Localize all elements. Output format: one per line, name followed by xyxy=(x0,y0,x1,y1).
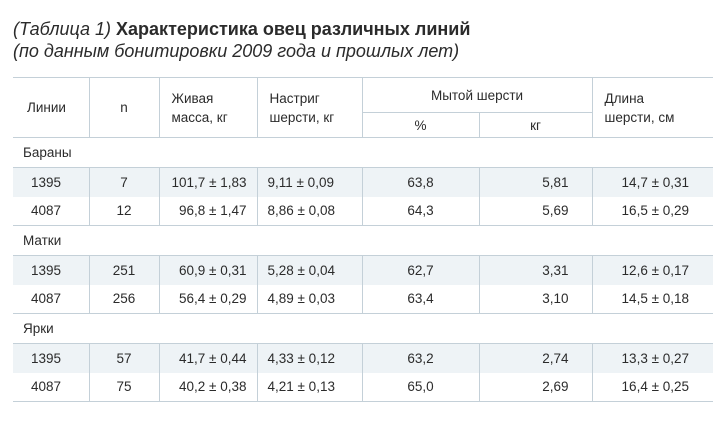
cell-wool-length: 12,6 ± 0,17 xyxy=(592,255,714,285)
cell-wool-length: 14,5 ± 0,18 xyxy=(592,284,714,314)
cell-washed-percent: 63,2 xyxy=(362,343,480,373)
cell-live-weight: 40,2 ± 0,38 xyxy=(159,372,258,402)
cell-line: 1395 xyxy=(13,167,90,197)
cell-wool-length: 16,4 ± 0,25 xyxy=(592,372,714,402)
group-row: Бараны xyxy=(13,137,714,168)
cell-live-weight: 56,4 ± 0,29 xyxy=(159,284,258,314)
table-title: (Таблица 1) Характеристика овец различны… xyxy=(13,18,470,40)
table-row: 4087 256 56,4 ± 0,29 4,89 ± 0,03 63,4 3,10 14,… xyxy=(13,284,714,314)
cell-live-weight: 96,8 ± 1,47 xyxy=(159,196,258,226)
header-row: Линии n Живая масса, кг Настриг шерсти, … xyxy=(13,77,714,138)
table-row: 1395 57 41,7 ± 0,44 4,33 ± 0,12 63,2 2,74 13,3… xyxy=(13,343,714,373)
cell-wool-clip: 4,89 ± 0,03 xyxy=(257,284,363,314)
col-header-n: n xyxy=(89,77,160,138)
cell-washed-kg: 3,31 xyxy=(479,255,593,285)
cell-washed-kg: 5,69 xyxy=(479,196,593,226)
table-number: (Таблица 1) xyxy=(13,19,112,39)
group-label: Матки xyxy=(13,225,714,256)
group-row: Матки xyxy=(13,225,714,256)
table-body: Бараны 1395 7 101,7 ± 1,83 9,11 ± 0,09 63,8 5,… xyxy=(13,137,714,402)
col-header-percent: % xyxy=(362,112,480,138)
cell-line: 1395 xyxy=(13,255,90,285)
table-subtitle: (по данным бонитировки 2009 года и прошл… xyxy=(13,41,460,61)
cell-line: 4087 xyxy=(13,196,90,226)
cell-line: 4087 xyxy=(13,372,90,402)
cell-washed-percent: 63,4 xyxy=(362,284,480,314)
col-header-live-weight: Живая масса, кг xyxy=(159,77,258,138)
cell-n: 256 xyxy=(89,284,160,314)
subheader-row: % кг xyxy=(13,112,713,138)
cell-washed-kg: 3,10 xyxy=(479,284,593,314)
cell-wool-clip: 5,28 ± 0,04 xyxy=(257,255,363,285)
cell-washed-percent: 65,0 xyxy=(362,372,480,402)
wool-clip-line2: шерсти, кг xyxy=(269,109,335,125)
cell-n: 57 xyxy=(89,343,160,373)
table-caption: Характеристика овец различных линий xyxy=(116,19,471,39)
live-weight-line1: Живая xyxy=(171,90,214,106)
table-row: 4087 75 40,2 ± 0,38 4,21 ± 0,13 65,0 2,69 16,4… xyxy=(13,372,714,402)
cell-washed-kg: 2,74 xyxy=(479,343,593,373)
table-row: 1395 251 60,9 ± 0,31 5,28 ± 0,04 62,7 3,31 12,… xyxy=(13,255,714,285)
cell-n: 7 xyxy=(89,167,160,197)
cell-line: 4087 xyxy=(13,284,90,314)
cell-washed-percent: 62,7 xyxy=(362,255,480,285)
cell-wool-clip: 4,21 ± 0,13 xyxy=(257,372,363,402)
cell-washed-percent: 63,8 xyxy=(362,167,480,197)
col-header-kg: кг xyxy=(479,112,593,138)
table-row: 4087 12 96,8 ± 1,47 8,86 ± 0,08 64,3 5,69 16,5… xyxy=(13,196,714,226)
cell-washed-kg: 2,69 xyxy=(479,372,593,402)
cell-wool-clip: 9,11 ± 0,09 xyxy=(257,167,363,197)
group-row: Ярки xyxy=(13,313,714,344)
cell-wool-clip: 4,33 ± 0,12 xyxy=(257,343,363,373)
cell-washed-kg: 5,81 xyxy=(479,167,593,197)
cell-live-weight: 101,7 ± 1,83 xyxy=(159,167,258,197)
cell-wool-length: 13,3 ± 0,27 xyxy=(592,343,714,373)
cell-live-weight: 60,9 ± 0,31 xyxy=(159,255,258,285)
group-label: Ярки xyxy=(13,313,714,344)
wool-clip-line1: Настриг xyxy=(269,90,320,106)
cell-n: 251 xyxy=(89,255,160,285)
wool-length-line2: шерсти, см xyxy=(604,109,675,125)
cell-n: 75 xyxy=(89,372,160,402)
cell-live-weight: 41,7 ± 0,44 xyxy=(159,343,258,373)
table-row: 1395 7 101,7 ± 1,83 9,11 ± 0,09 63,8 5,81 14,7… xyxy=(13,167,714,197)
cell-washed-percent: 64,3 xyxy=(362,196,480,226)
col-header-wool-clip: Настриг шерсти, кг xyxy=(257,77,363,138)
col-header-washed-wool: Мытой шерсти xyxy=(362,77,593,113)
col-header-lines: Линии xyxy=(13,77,90,138)
live-weight-line2: масса, кг xyxy=(171,109,228,125)
col-header-wool-length: Длина шерсти, см xyxy=(592,77,714,138)
group-label: Бараны xyxy=(13,137,714,168)
sheep-lines-table: Линии n Живая масса, кг Настриг шерсти, … xyxy=(13,77,714,402)
cell-wool-clip: 8,86 ± 0,08 xyxy=(257,196,363,226)
cell-wool-length: 16,5 ± 0,29 xyxy=(592,196,714,226)
cell-wool-length: 14,7 ± 0,31 xyxy=(592,167,714,197)
cell-n: 12 xyxy=(89,196,160,226)
cell-line: 1395 xyxy=(13,343,90,373)
wool-length-line1: Длина xyxy=(604,90,645,106)
